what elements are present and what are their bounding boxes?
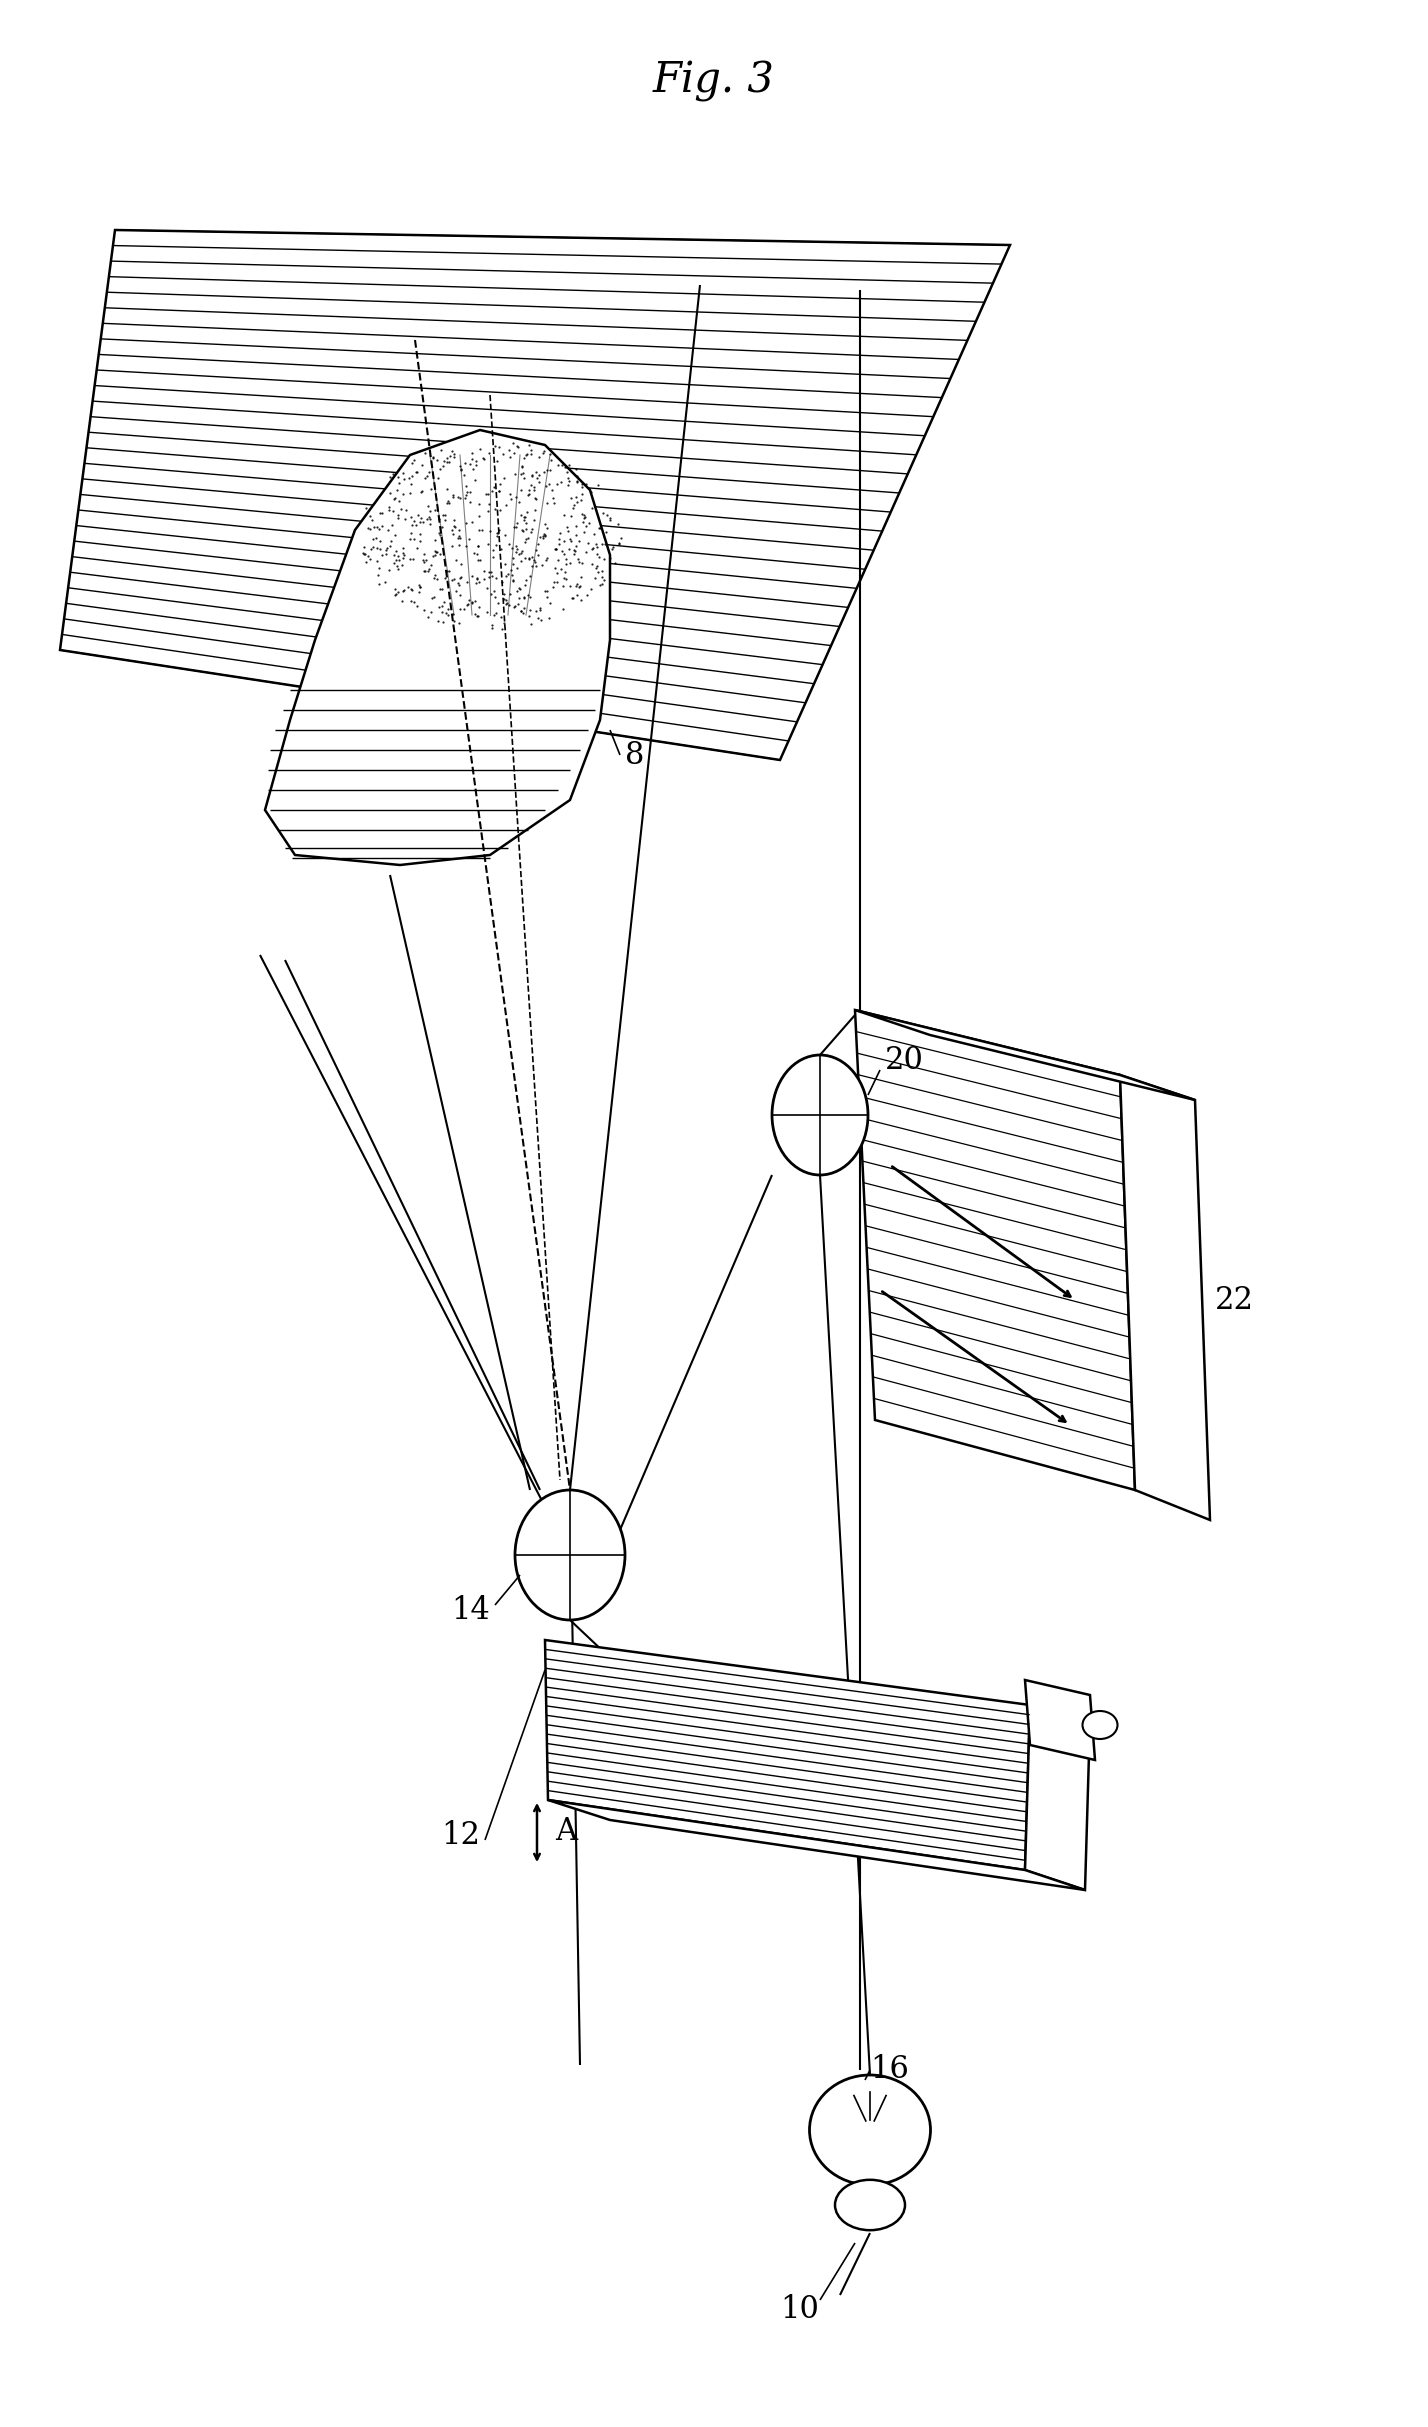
Text: 20: 20 — [885, 1044, 924, 1075]
Ellipse shape — [516, 1490, 625, 1619]
Text: 14: 14 — [451, 1595, 490, 1626]
Polygon shape — [1025, 1679, 1095, 1760]
Ellipse shape — [773, 1056, 868, 1175]
Polygon shape — [545, 1641, 1030, 1869]
Text: 22: 22 — [1215, 1284, 1254, 1315]
Ellipse shape — [1082, 1711, 1118, 1740]
Text: 12: 12 — [441, 1820, 480, 1849]
Polygon shape — [1025, 1706, 1090, 1891]
Polygon shape — [1120, 1075, 1210, 1519]
Text: 8: 8 — [625, 740, 644, 769]
Text: 10: 10 — [781, 2294, 820, 2325]
Polygon shape — [548, 1801, 1085, 1891]
Polygon shape — [266, 430, 610, 864]
Polygon shape — [855, 1010, 1135, 1490]
Polygon shape — [60, 231, 1010, 760]
Text: 16: 16 — [870, 2056, 908, 2085]
Ellipse shape — [835, 2179, 905, 2230]
Ellipse shape — [810, 2075, 931, 2184]
Text: Fig. 3: Fig. 3 — [653, 61, 775, 102]
Polygon shape — [855, 1010, 1195, 1099]
Text: A: A — [555, 1815, 577, 1847]
